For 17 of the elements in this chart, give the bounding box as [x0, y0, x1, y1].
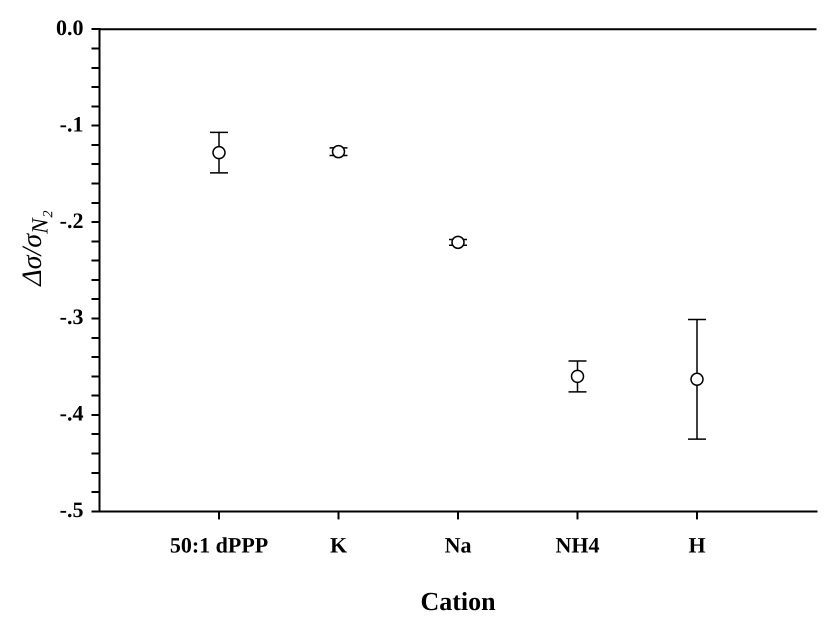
x-tick-label: Na	[444, 532, 472, 558]
y-tick-label: -.4	[60, 400, 84, 426]
y-tick-label: -.5	[60, 497, 84, 522]
point	[332, 144, 346, 158]
point	[690, 372, 704, 386]
x-tick-label: K	[330, 532, 348, 558]
point	[451, 236, 465, 250]
point	[212, 146, 226, 160]
x-tick-label: 50:1 dPPP	[170, 532, 268, 558]
y-tick-label: 0.0	[56, 14, 84, 40]
x-axis-title: Cation	[420, 587, 496, 616]
point	[570, 370, 584, 384]
y-tick-label: -.2	[60, 208, 84, 233]
x-tick-label: NH4	[556, 532, 600, 558]
x-tick-label: H	[688, 532, 706, 558]
y-tick-label: -.1	[60, 111, 84, 136]
y-tick-label: -.3	[60, 304, 84, 330]
